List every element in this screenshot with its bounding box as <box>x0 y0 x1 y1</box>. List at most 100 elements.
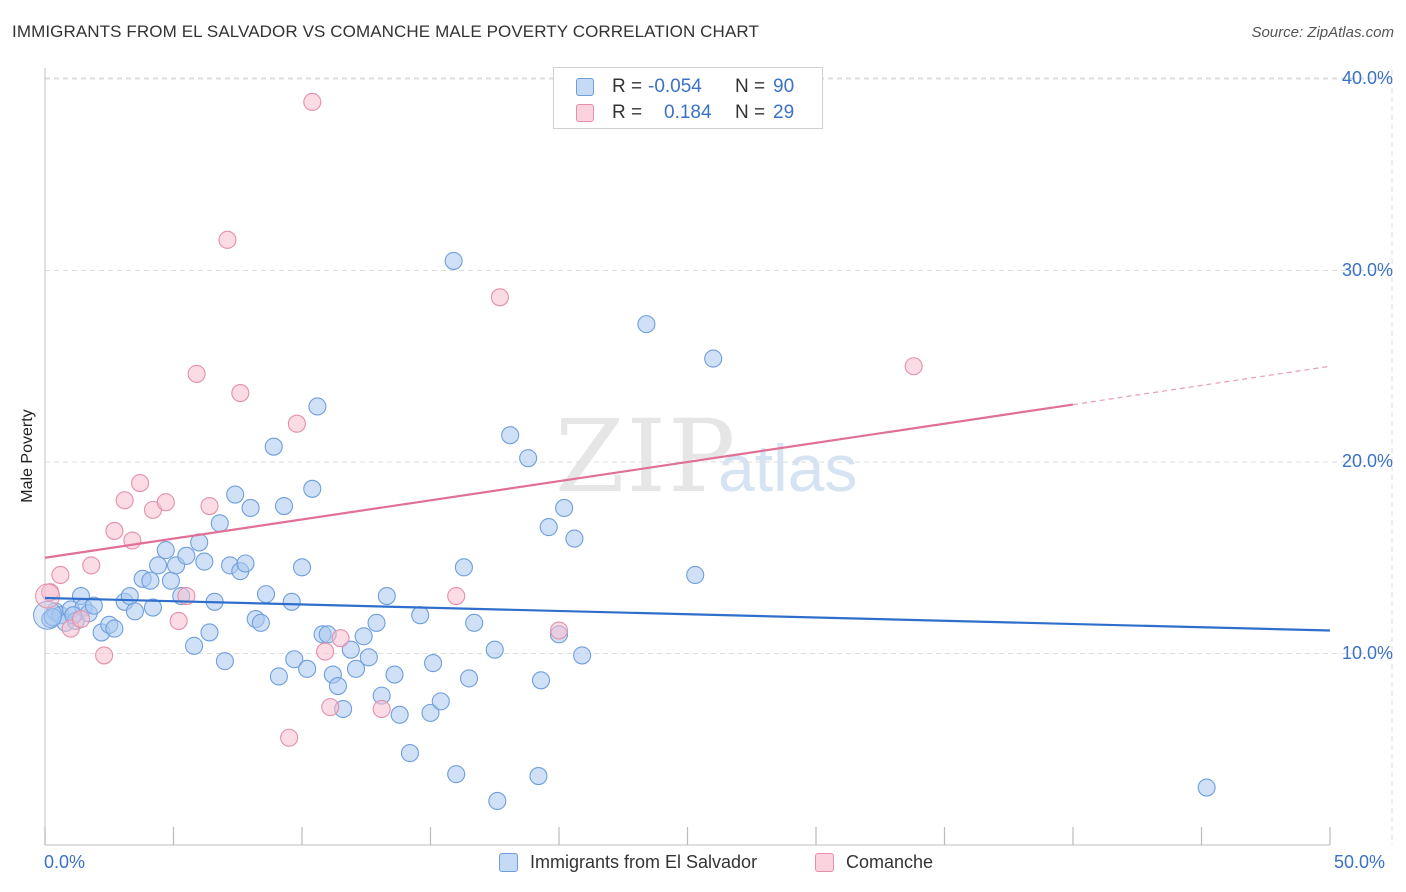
y-tick-label: 20.0% <box>1341 451 1393 471</box>
point-el-salvador <box>454 558 473 577</box>
point-el-salvador <box>241 498 260 518</box>
chart-title: IMMIGRANTS FROM EL SALVADOR VS COMANCHE … <box>12 22 759 41</box>
point-comanche <box>169 611 188 630</box>
point-el-salvador <box>637 315 656 334</box>
point-el-salvador <box>341 640 360 659</box>
point-comanche <box>287 414 306 433</box>
point-el-salvador <box>501 426 520 445</box>
legend-swatch-pink <box>576 104 594 122</box>
point-el-salvador <box>141 571 160 590</box>
point-el-salvador <box>161 571 180 590</box>
legend-r-value: -0.054 <box>648 76 702 97</box>
point-el-salvador <box>573 646 592 665</box>
point-el-salvador <box>424 654 443 673</box>
point-el-salvador <box>185 636 204 655</box>
point-comanche <box>490 288 509 307</box>
point-comanche <box>316 642 335 661</box>
legend-r-label: R = <box>612 102 643 123</box>
point-comanche <box>280 728 299 747</box>
trend-line-comanche-extension <box>1072 365 1331 406</box>
point-comanche <box>51 565 70 585</box>
point-el-salvador <box>519 449 538 468</box>
point-comanche <box>115 491 134 510</box>
point-el-salvador <box>377 586 396 606</box>
point-comanche <box>200 496 219 516</box>
point-el-salvador <box>292 558 312 577</box>
point-el-salvador <box>282 592 301 611</box>
point-el-salvador <box>411 606 430 625</box>
point-el-salvador <box>465 613 484 632</box>
point-comanche <box>321 698 340 717</box>
correlation-legend: R = -0.054 N = 90 R = 0.184 N = 29 <box>553 67 823 129</box>
point-el-salvador <box>177 546 196 565</box>
point-el-salvador <box>400 744 419 763</box>
point-el-salvador <box>33 600 63 630</box>
chart-source: Source: ZipAtlas.com <box>1251 24 1394 41</box>
point-comanche <box>303 92 322 112</box>
point-el-salvador <box>200 623 219 642</box>
point-el-salvador <box>105 619 124 638</box>
x-tick-min: 0.0% <box>44 852 86 872</box>
point-el-salvador <box>531 671 551 690</box>
axis-layer <box>44 68 1331 846</box>
trend-line-el-salvador <box>44 596 1331 632</box>
point-el-salvador <box>125 602 144 621</box>
point-comanche <box>904 357 923 376</box>
point-el-salvador <box>303 479 322 498</box>
point-el-salvador <box>431 692 450 711</box>
point-el-salvador <box>367 613 386 632</box>
point-el-salvador <box>143 598 162 617</box>
point-comanche <box>218 230 237 249</box>
point-el-salvador <box>704 349 723 368</box>
point-el-salvador <box>421 703 440 722</box>
bottom-legend-label: Comanche <box>846 852 934 872</box>
point-el-salvador <box>447 765 466 784</box>
point-comanche <box>105 521 124 540</box>
legend-r-label: R = <box>612 76 643 97</box>
bottom-legend-swatch-blue <box>499 853 518 872</box>
y-tick-label: 40.0% <box>1341 68 1393 88</box>
point-comanche <box>447 586 466 606</box>
x-tick-max: 50.0% <box>1334 852 1386 872</box>
point-el-salvador <box>555 498 574 518</box>
watermark-zip: ZIP <box>555 398 738 515</box>
grid-layer <box>45 70 1393 845</box>
trend-layer <box>44 365 1331 632</box>
bottom-legend-swatch-pink <box>815 853 834 872</box>
point-comanche <box>82 556 101 575</box>
point-comanche <box>331 629 350 648</box>
points-layer <box>33 92 1216 811</box>
point-comanche <box>372 699 391 719</box>
y-tick-label: 30.0% <box>1341 259 1393 280</box>
legend-swatch-blue <box>576 78 594 96</box>
point-el-salvador <box>215 652 234 671</box>
point-el-salvador <box>84 596 103 615</box>
point-el-salvador <box>269 667 288 686</box>
point-comanche <box>95 646 114 665</box>
point-el-salvador <box>385 665 404 684</box>
point-el-salvador <box>274 496 294 516</box>
point-el-salvador <box>328 677 348 696</box>
point-comanche <box>549 621 569 640</box>
legend-r-value: 0.184 <box>664 102 712 123</box>
point-el-salvador <box>444 251 463 270</box>
point-el-salvador <box>459 669 479 688</box>
point-el-salvador <box>529 767 548 786</box>
y-tick-label: 10.0% <box>1341 642 1393 663</box>
point-el-salvador <box>308 397 327 416</box>
point-el-salvador <box>390 705 409 724</box>
point-comanche <box>35 583 61 609</box>
bottom-legend-label: Immigrants from El Salvador <box>530 852 758 872</box>
point-el-salvador <box>346 659 366 678</box>
point-el-salvador <box>120 586 139 606</box>
trend-line-comanche <box>44 403 1074 559</box>
legend-n-value: 90 <box>773 76 795 97</box>
watermark-atlas: atlas <box>718 431 858 505</box>
point-el-salvador <box>195 552 214 571</box>
point-el-salvador <box>236 554 255 573</box>
point-el-salvador <box>354 627 373 646</box>
legend-n-label: N = <box>735 76 766 97</box>
point-el-salvador <box>485 640 504 659</box>
point-comanche <box>187 364 206 383</box>
